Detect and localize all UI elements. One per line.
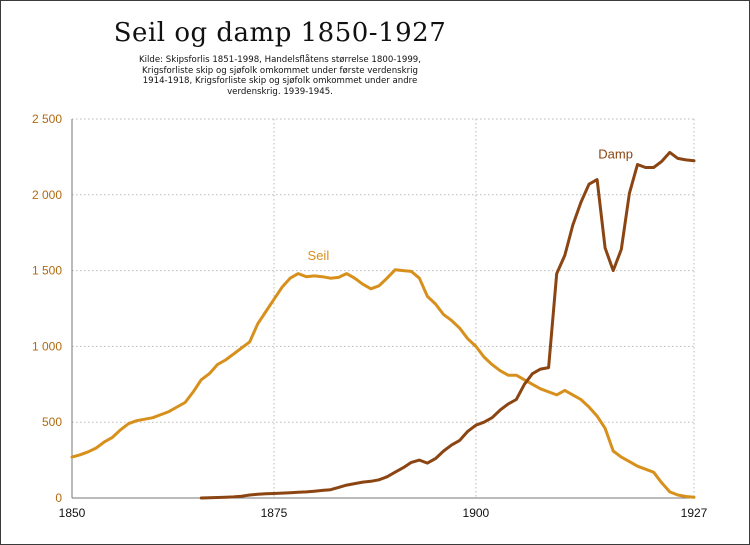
series-line-damp [199,150,696,500]
y-tick-label: 2 500 [32,112,62,126]
x-tick-label: 1900 [463,506,490,520]
series-label-damp: Damp [598,146,633,161]
y-tick-label: 500 [42,415,62,429]
series-line-seil [70,268,696,499]
x-tick-label: 1850 [59,506,86,520]
y-tick-label: 1 500 [32,264,62,278]
chart-title: Seil og damp 1850-1927 [113,18,447,48]
y-tick-label: 2 000 [32,188,62,202]
chart-source-note: Kilde: Skipsforlis 1851-1998, Handelsflå… [139,55,421,97]
y-tick-label: 0 [55,491,62,505]
series-label-seil: Seil [308,248,330,263]
x-tick-label: 1875 [261,506,288,520]
x-tick-label: 1927 [681,506,708,520]
y-tick-label: 1 000 [32,339,62,353]
